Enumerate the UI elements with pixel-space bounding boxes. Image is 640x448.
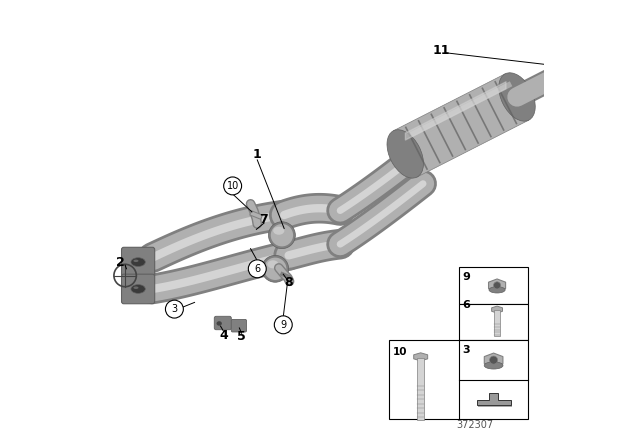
Circle shape — [275, 316, 292, 334]
Circle shape — [493, 282, 500, 289]
Circle shape — [224, 177, 242, 195]
Ellipse shape — [262, 255, 289, 282]
Text: 10: 10 — [392, 348, 407, 358]
Text: 9: 9 — [280, 320, 286, 330]
FancyBboxPatch shape — [548, 59, 566, 70]
Ellipse shape — [558, 59, 563, 62]
Text: 1: 1 — [253, 148, 262, 161]
Polygon shape — [413, 353, 428, 361]
Circle shape — [248, 260, 266, 278]
Bar — [494, 310, 500, 336]
Ellipse shape — [489, 287, 505, 293]
Circle shape — [490, 356, 498, 364]
FancyBboxPatch shape — [214, 316, 231, 330]
Ellipse shape — [387, 130, 424, 178]
Text: 6: 6 — [463, 300, 470, 310]
FancyBboxPatch shape — [122, 274, 155, 304]
Ellipse shape — [268, 260, 278, 268]
Polygon shape — [484, 353, 503, 367]
Text: 8: 8 — [284, 276, 293, 289]
Polygon shape — [394, 74, 529, 177]
FancyBboxPatch shape — [122, 247, 155, 277]
Text: 9: 9 — [463, 272, 470, 282]
Polygon shape — [488, 279, 506, 292]
Ellipse shape — [216, 321, 222, 326]
Text: 7: 7 — [260, 213, 268, 226]
Text: 2: 2 — [116, 255, 125, 269]
Text: 3: 3 — [172, 304, 177, 314]
Bar — [389, 340, 529, 419]
Bar — [417, 358, 424, 419]
Ellipse shape — [131, 258, 145, 267]
Bar — [459, 267, 529, 304]
Bar — [459, 304, 529, 340]
Ellipse shape — [499, 73, 535, 121]
Ellipse shape — [484, 362, 503, 369]
Ellipse shape — [134, 259, 138, 262]
Circle shape — [165, 300, 184, 318]
Ellipse shape — [269, 222, 296, 249]
Text: 6: 6 — [254, 264, 260, 274]
Polygon shape — [477, 392, 511, 405]
FancyBboxPatch shape — [231, 319, 246, 332]
Ellipse shape — [271, 224, 293, 246]
Polygon shape — [478, 394, 512, 407]
Ellipse shape — [264, 258, 287, 280]
Ellipse shape — [273, 227, 284, 235]
Text: 5: 5 — [237, 330, 246, 344]
Text: 372307: 372307 — [456, 420, 493, 430]
Text: 10: 10 — [227, 181, 239, 191]
Polygon shape — [492, 306, 502, 313]
Text: 3: 3 — [463, 345, 470, 355]
Text: 11: 11 — [432, 44, 450, 57]
Ellipse shape — [134, 286, 138, 289]
Ellipse shape — [546, 68, 564, 87]
Text: 4: 4 — [220, 328, 228, 342]
Ellipse shape — [549, 71, 561, 84]
Ellipse shape — [131, 284, 145, 293]
